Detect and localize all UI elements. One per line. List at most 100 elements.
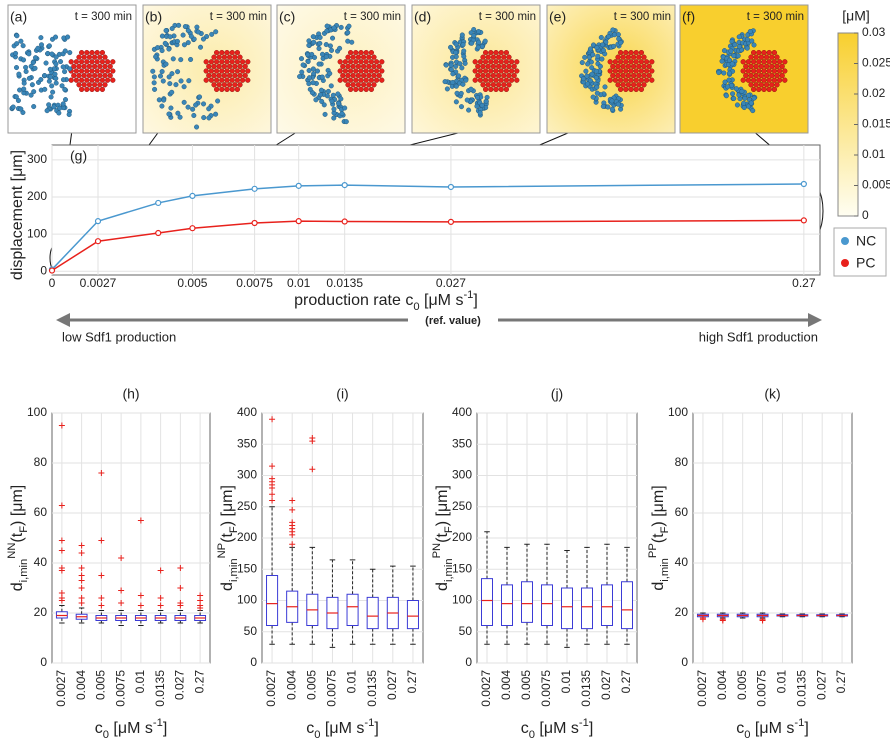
- pc-cell: [496, 54, 502, 60]
- legend-marker: [841, 259, 849, 267]
- pc-cell: [774, 63, 780, 70]
- axis-label: c0 [μM s-1]: [736, 717, 809, 738]
- pc-cell: [612, 77, 619, 83]
- pc-cell: [740, 77, 746, 83]
- nc-cell: [744, 45, 750, 51]
- x-tick-label: 0.005: [519, 670, 533, 700]
- pc-cell: [740, 68, 746, 74]
- outlier: [118, 587, 125, 594]
- label-part: ]: [163, 720, 167, 737]
- pc-cell: [480, 82, 486, 88]
- box: [346, 593, 359, 626]
- nc-cell: [324, 28, 330, 34]
- pc-cell: [345, 54, 351, 60]
- nc-cell: [327, 43, 333, 49]
- outlier: [289, 519, 296, 526]
- nc-cell: [181, 84, 187, 90]
- pc-cell: [229, 77, 235, 83]
- pc-cell: [490, 72, 497, 79]
- label-part: ) [μm]: [9, 485, 26, 526]
- snapshot-panel: (b) t = 300 min: [142, 4, 272, 134]
- pc-cell: [607, 59, 613, 65]
- pc-cell: [229, 49, 235, 56]
- nc-cell: [339, 111, 345, 117]
- pc-cell: [506, 82, 512, 88]
- pc-cell: [480, 72, 486, 79]
- nc-cell: [26, 51, 32, 57]
- pc-cell: [496, 82, 502, 88]
- nc-cell: [14, 33, 20, 39]
- nc-cell: [29, 82, 35, 88]
- data-point: [341, 218, 348, 225]
- nc-cell: [43, 60, 49, 66]
- pc-cell: [208, 59, 215, 65]
- pc-cell: [753, 72, 759, 79]
- pc-cell: [750, 49, 757, 56]
- pc-cell: [503, 86, 510, 93]
- pc-cell: [355, 54, 362, 60]
- nc-cell: [194, 24, 200, 30]
- pc-cell: [636, 54, 642, 60]
- pc-cell: [756, 49, 762, 56]
- outlier: [98, 572, 105, 579]
- nc-cell: [589, 65, 595, 71]
- label-part: F: [443, 526, 455, 533]
- x-tick-label: 0.027: [173, 670, 187, 700]
- nc-cell: [749, 38, 755, 44]
- nc-cell: [605, 104, 611, 110]
- pc-cell: [763, 72, 770, 79]
- pc-cell: [612, 68, 619, 74]
- x-tick-label: 0.0075: [539, 670, 553, 707]
- pc-cell: [227, 72, 233, 79]
- outlier: [78, 542, 85, 549]
- pc-cell: [91, 63, 98, 70]
- nc-cell: [160, 78, 166, 84]
- data-point: [189, 192, 196, 199]
- pc-cell: [358, 86, 364, 93]
- outlier: [58, 537, 65, 544]
- colorbar-tick-label: 0.015: [862, 117, 890, 131]
- y-tick-label: 200: [237, 530, 257, 544]
- x-tick-label: 0.0135: [326, 276, 363, 290]
- pc-cell: [620, 63, 626, 70]
- pc-cell: [348, 68, 354, 74]
- axis-label: c0 [μM s-1]: [95, 717, 168, 738]
- pc-cell: [76, 82, 82, 88]
- nc-cell: [316, 46, 322, 52]
- range-arrows: [56, 313, 822, 327]
- nc-cell: [594, 90, 600, 96]
- pc-cell: [615, 63, 621, 70]
- pc-cell: [214, 86, 220, 93]
- nc-cell: [342, 105, 348, 111]
- pc-cell: [490, 63, 497, 70]
- nc-cell: [38, 77, 44, 83]
- pc-cell: [214, 49, 220, 56]
- nc-cell: [587, 78, 593, 84]
- panel-time: t = 300 min: [210, 11, 267, 23]
- nc-cell: [734, 102, 740, 108]
- pc-cell: [81, 63, 87, 70]
- pc-cell: [363, 86, 369, 93]
- pc-cell: [628, 86, 634, 93]
- pc-cell: [84, 68, 90, 74]
- pc-cell: [348, 49, 354, 56]
- label-part: [μM s: [320, 720, 364, 737]
- plot-area: [692, 412, 853, 664]
- label-part: d: [9, 582, 26, 591]
- pc-cell: [617, 86, 624, 93]
- nc-cell: [150, 68, 156, 74]
- nc-cell: [739, 88, 745, 94]
- box: [366, 596, 379, 630]
- arrowhead: [808, 313, 822, 327]
- nc-cell: [595, 53, 601, 59]
- data-point: [251, 219, 258, 227]
- nc-cell: [590, 52, 596, 58]
- pc-cell: [638, 49, 645, 56]
- pc-cell: [366, 82, 372, 88]
- nc-cell: [53, 75, 59, 81]
- pc-cell: [89, 86, 95, 93]
- y-tick-label: 0: [40, 655, 47, 669]
- pc-cell: [240, 77, 246, 83]
- outlier: [289, 497, 296, 504]
- pc-cell: [219, 68, 225, 74]
